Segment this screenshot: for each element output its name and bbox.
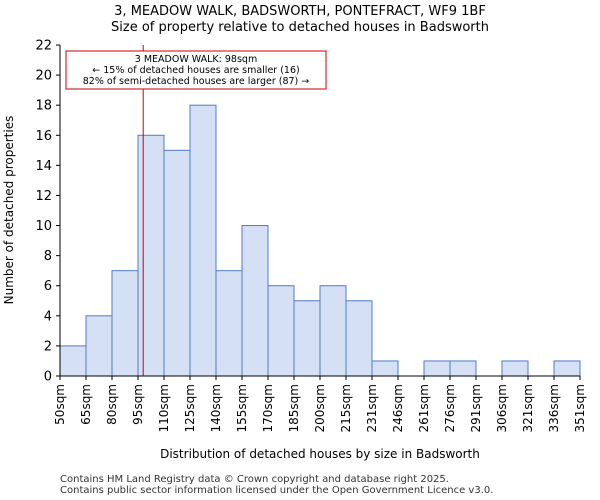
x-tick-label: 185sqm xyxy=(287,384,301,432)
bar-110sqm xyxy=(163,149,191,377)
bar-276sqm xyxy=(449,360,477,377)
bar-336sqm xyxy=(553,360,581,377)
annotation-line-3: 82% of semi-detached houses are larger (… xyxy=(83,76,310,87)
annotation-line-1: 3 MEADOW WALK: 98sqm xyxy=(135,54,257,65)
bar-140sqm xyxy=(215,270,243,377)
y-tick-label: 2 xyxy=(44,339,52,354)
y-tick-label: 12 xyxy=(35,189,52,204)
bar-185sqm xyxy=(293,300,321,377)
bar-65sqm xyxy=(85,315,113,377)
x-tick-label: 125sqm xyxy=(183,384,197,432)
x-tick-label: 336sqm xyxy=(547,384,561,432)
x-tick-label: 80sqm xyxy=(105,384,119,425)
footer-line-1: Contains HM Land Registry data © Crown c… xyxy=(60,474,449,485)
bar-200sqm xyxy=(319,285,347,377)
bar-80sqm xyxy=(111,270,139,377)
x-tick-label: 351sqm xyxy=(573,384,587,432)
axes: 0 2 4 6 8 10 12 14 16 18 20 22 50sqm 65sqm 80sqm 95sqm 1… xyxy=(35,39,587,433)
x-tick-label: 200sqm xyxy=(313,384,327,432)
bars xyxy=(59,104,581,377)
bar-155sqm xyxy=(241,225,269,377)
y-tick-label: 4 xyxy=(44,309,52,324)
chart-title: 3, MEADOW WALK, BADSWORTH, PONTEFRACT, W… xyxy=(114,4,486,19)
y-axis-label: Number of detached properties xyxy=(2,116,16,305)
bar-170sqm xyxy=(267,285,295,377)
x-tick-label: 276sqm xyxy=(443,384,457,432)
y-tick-label: 10 xyxy=(35,219,52,234)
x-tick-label: 95sqm xyxy=(131,384,145,425)
annotation-box xyxy=(65,50,327,90)
y-tick-label: 18 xyxy=(35,99,52,114)
bar-125sqm xyxy=(189,104,217,377)
bar-306sqm xyxy=(501,360,529,377)
chart-subtitle: Size of property relative to detached ho… xyxy=(111,20,489,35)
y-tick-label: 22 xyxy=(35,39,52,54)
annotation-line-2: ← 15% of detached houses are smaller (16… xyxy=(92,65,299,76)
x-tick-label: 50sqm xyxy=(53,384,67,425)
bar-261sqm xyxy=(423,360,451,377)
bar-50sqm xyxy=(59,345,87,377)
x-axis-label: Distribution of detached houses by size … xyxy=(160,447,480,461)
y-tick-label: 16 xyxy=(35,129,52,144)
y-tick-label: 14 xyxy=(35,159,52,174)
x-tick-label: 306sqm xyxy=(495,384,509,432)
footer-line-2: Contains public sector information licen… xyxy=(60,485,494,496)
x-tick-label: 291sqm xyxy=(469,384,483,432)
x-tick-label: 140sqm xyxy=(209,384,223,432)
x-tick-label: 231sqm xyxy=(365,384,379,432)
x-tick-label: 65sqm xyxy=(79,384,93,425)
x-tick-label: 215sqm xyxy=(339,384,353,432)
bar-231sqm xyxy=(371,360,399,377)
x-tick-label: 246sqm xyxy=(391,384,405,432)
x-tick-label: 110sqm xyxy=(157,384,171,432)
y-tick-label: 8 xyxy=(44,249,52,264)
y-tick-label: 0 xyxy=(44,370,52,385)
bar-95sqm xyxy=(137,134,165,377)
x-tick-label: 321sqm xyxy=(521,384,535,432)
x-tick-label: 261sqm xyxy=(417,384,431,432)
y-tick-label: 20 xyxy=(35,69,52,84)
x-tick-label: 170sqm xyxy=(261,384,275,432)
x-tick-label: 155sqm xyxy=(235,384,249,432)
y-tick-label: 6 xyxy=(44,279,52,294)
property-marker: 3 MEADOW WALK: 98sqm← 15% of detached ho… xyxy=(65,45,327,376)
bar-215sqm xyxy=(345,300,373,377)
